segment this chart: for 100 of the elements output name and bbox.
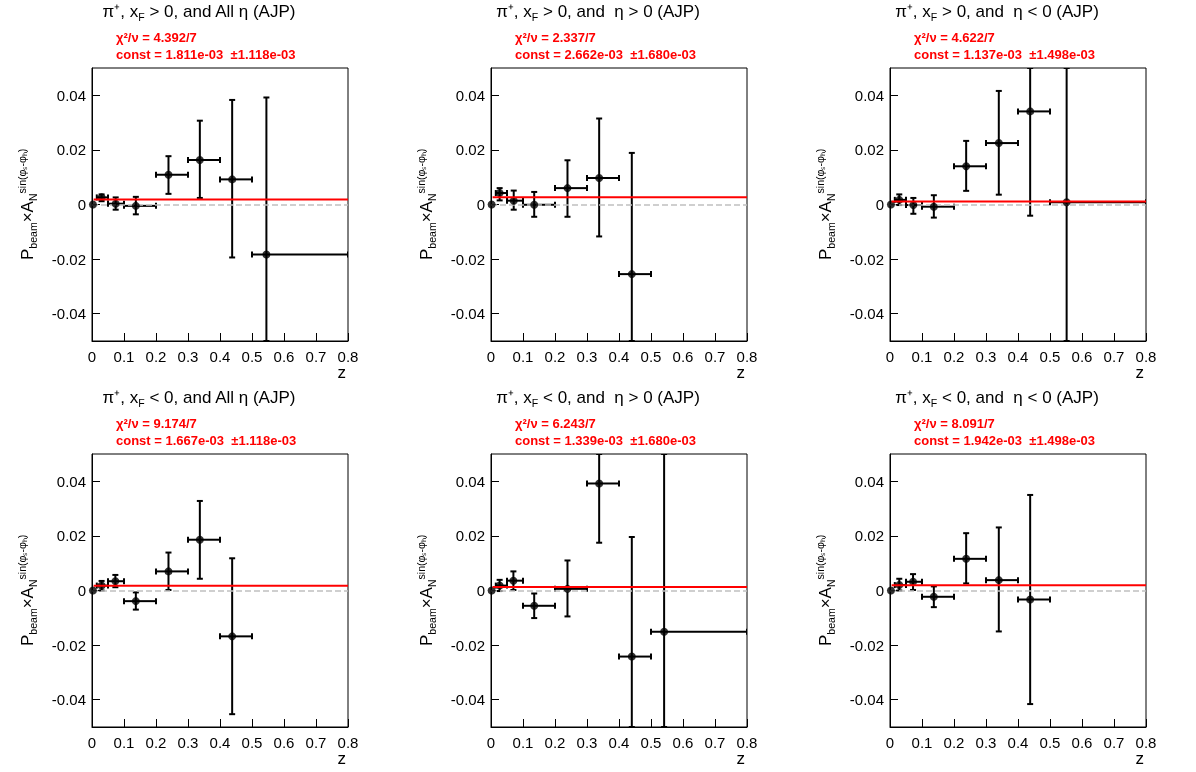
point <box>1026 595 1035 604</box>
point <box>994 576 1003 585</box>
point <box>962 554 971 563</box>
x-tick-label: 0.2 <box>544 348 566 365</box>
y-tick-label: -0.02 <box>849 250 884 268</box>
x-tick-label: 0.8 <box>1135 734 1157 751</box>
point <box>262 250 271 259</box>
point <box>962 162 971 171</box>
x-tick-label: 0.8 <box>337 734 359 751</box>
x-axis-title: z <box>1135 749 1144 768</box>
point <box>886 586 895 595</box>
text: const = 1.339e-03 ±1.680e-03 <box>515 433 696 448</box>
x-tick-label: 0.6 <box>1071 734 1093 751</box>
x-tick-label: 0.5 <box>640 734 662 751</box>
point <box>228 632 237 641</box>
text: χ²/ν = 4.392/7 <box>116 30 197 45</box>
chart-title: π⁺, x$_{F}$ > 0, and η < 0 (AJP) <box>894 2 1100 25</box>
x-tick-label: 0.7 <box>1103 348 1125 365</box>
point <box>530 601 539 610</box>
x-tick-label: 0.8 <box>736 348 758 365</box>
x-tick-label: 0.3 <box>576 348 598 365</box>
y-tick-label: 0 <box>875 196 884 213</box>
y-tick-label: -0.04 <box>51 691 86 709</box>
y-tick-label: -0.02 <box>450 636 485 654</box>
point <box>929 202 938 211</box>
point <box>164 170 173 179</box>
x-axis-title: z <box>1135 363 1144 382</box>
x-tick-label: 0.6 <box>672 348 694 365</box>
point <box>1026 107 1035 116</box>
y-tick-label: 0 <box>875 582 884 599</box>
y-tick-label: 0 <box>77 196 86 213</box>
x-tick-label: 0.4 <box>1007 348 1029 365</box>
point <box>994 139 1003 148</box>
point <box>929 592 938 601</box>
point <box>627 270 636 279</box>
x-tick-label: 0.2 <box>943 348 965 365</box>
point <box>88 200 97 209</box>
x-tick-label: 0.7 <box>704 348 726 365</box>
point <box>111 577 120 586</box>
x-tick-label: 0.6 <box>672 734 694 751</box>
x-tick-label: 0.3 <box>576 734 598 751</box>
y-tick-label: 0 <box>476 582 485 599</box>
x-tick-label: 0.8 <box>736 734 758 751</box>
x-tick-label: 0.5 <box>1039 734 1061 751</box>
y-tick-label: 0.02 <box>56 141 86 159</box>
y-tick-label: -0.02 <box>51 636 86 654</box>
x-tick-label: 0.5 <box>241 348 263 365</box>
x-tick-label: 0.3 <box>177 348 199 365</box>
x-tick-label: 0.3 <box>975 348 997 365</box>
y-tick-label: -0.04 <box>450 691 485 709</box>
point <box>164 567 173 576</box>
chart-title: π⁺, x$_{F}$ < 0, and η > 0 (AJP) <box>495 388 701 411</box>
x-tick-label: 0.7 <box>1103 734 1125 751</box>
x-tick-label: 0.3 <box>177 734 199 751</box>
text: const = 1.137e-03 ±1.498e-03 <box>914 47 1095 62</box>
y-tick-label: 0 <box>77 582 86 599</box>
chart-title: π⁺, x$_{F}$ < 0, and All η (AJP) <box>101 388 297 411</box>
x-tick-label: 0.1 <box>911 734 933 751</box>
x-tick-label: 0.8 <box>1135 348 1157 365</box>
x-tick-label: 0.4 <box>608 348 630 365</box>
x-tick-label: 0.7 <box>305 348 327 365</box>
x-tick-label: 0.6 <box>273 734 295 751</box>
x-tick-label: 0.4 <box>608 734 630 751</box>
y-tick-label: 0.04 <box>854 472 884 490</box>
y-tick-label: -0.02 <box>51 250 86 268</box>
x-tick-label: 0.7 <box>704 734 726 751</box>
text: const = 1.942e-03 ±1.498e-03 <box>914 433 1095 448</box>
x-tick-label: 0.2 <box>943 734 965 751</box>
point <box>530 200 539 209</box>
y-tick-label: 0.04 <box>455 472 485 490</box>
point <box>195 156 204 164</box>
chart-title: π⁺, x$_{F}$ > 0, and η > 0 (AJP) <box>495 2 701 25</box>
x-axis-title: z <box>337 749 346 768</box>
x-axis-title: z <box>337 363 346 382</box>
x-tick-label: 0.1 <box>512 734 534 751</box>
y-tick-label: 0.02 <box>56 527 86 545</box>
point <box>228 175 237 184</box>
x-tick-label: 0.8 <box>337 348 359 365</box>
y-tick-label: 0.04 <box>854 86 884 104</box>
y-tick-label: 0.04 <box>56 472 86 490</box>
y-tick-label: 0.02 <box>455 141 485 159</box>
text: χ²/ν = 4.622/7 <box>914 30 995 45</box>
y-tick-label: 0.04 <box>455 86 485 104</box>
point <box>909 201 918 210</box>
y-tick-label: -0.02 <box>849 636 884 654</box>
y-tick-label: 0 <box>476 196 485 213</box>
x-axis-title: z <box>736 363 745 382</box>
y-tick-label: -0.04 <box>849 691 884 709</box>
x-tick-label: 0.4 <box>209 734 231 751</box>
point <box>195 535 204 544</box>
x-tick-label: 0.4 <box>209 348 231 365</box>
text: χ²/ν = 8.091/7 <box>914 416 995 431</box>
point <box>595 479 604 488</box>
point <box>660 627 669 636</box>
x-tick-label: 0.5 <box>1039 348 1061 365</box>
y-tick-label: -0.04 <box>51 305 86 323</box>
x-axis-title: z <box>736 749 745 768</box>
chart-title: π⁺, x$_{F}$ < 0, and η < 0 (AJP) <box>894 388 1100 411</box>
x-tick-label: 0.4 <box>1007 734 1029 751</box>
text: const = 1.811e-03 ±1.118e-03 <box>116 47 296 62</box>
